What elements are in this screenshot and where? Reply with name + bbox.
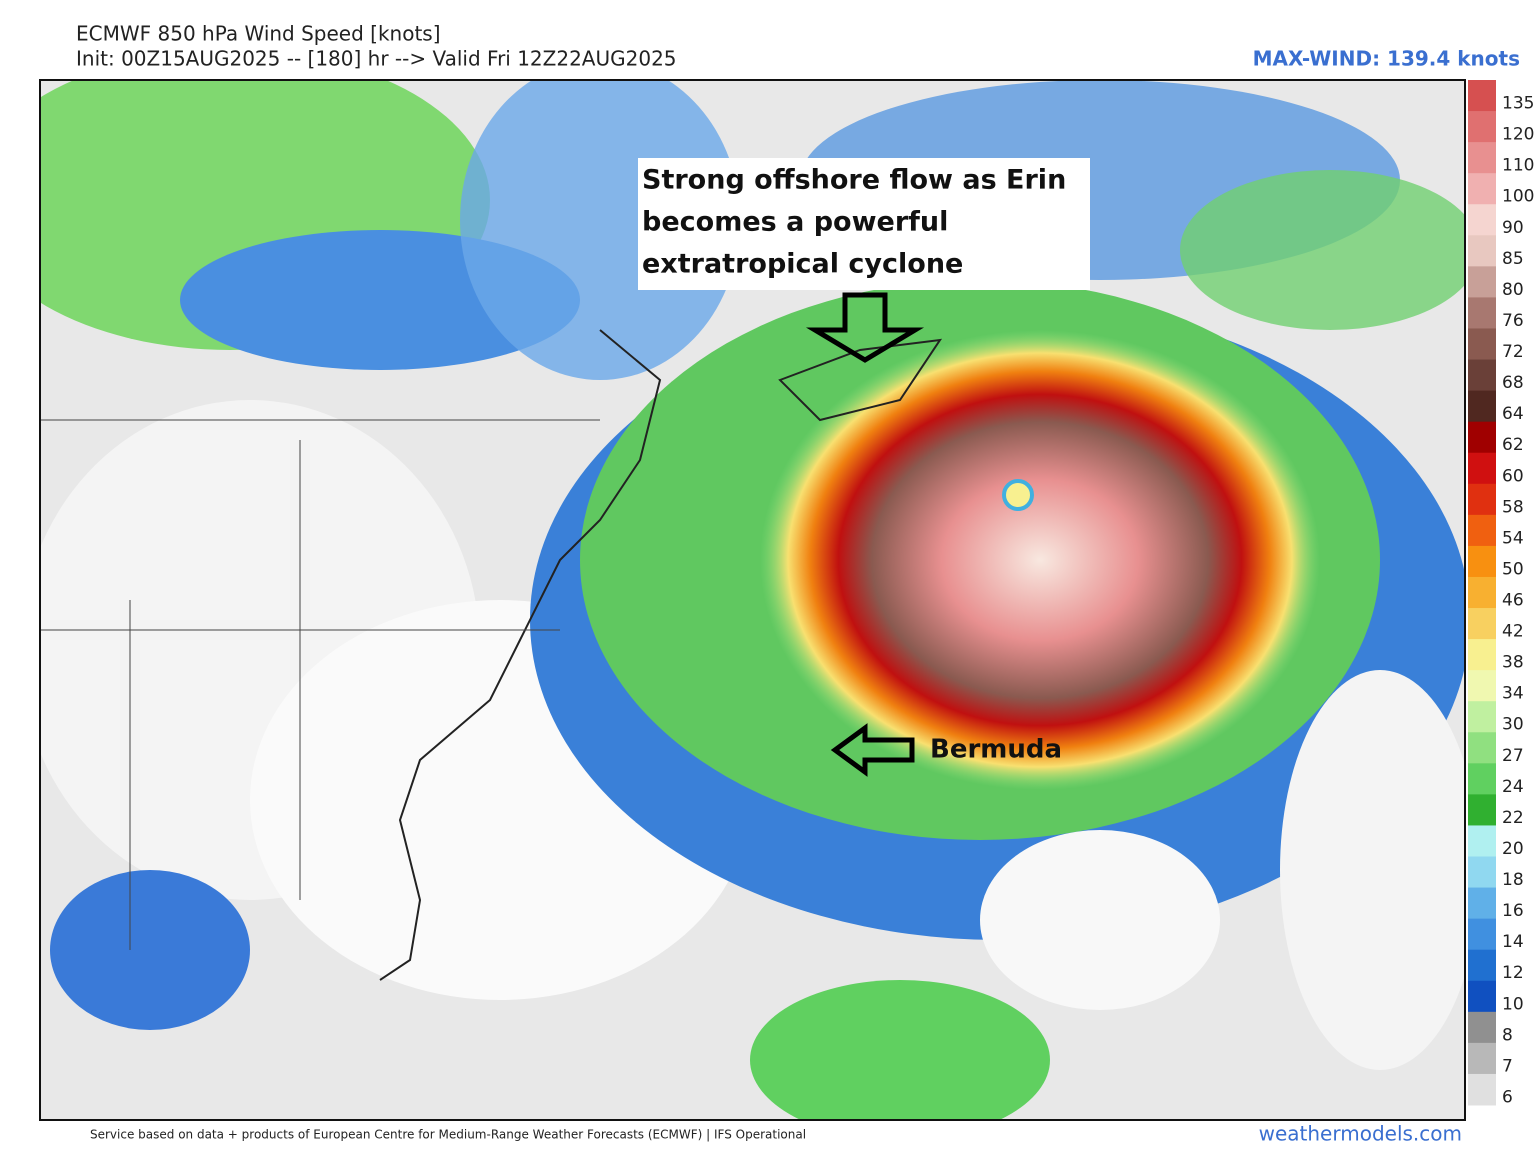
- colorbar-label: 58: [1502, 497, 1524, 517]
- colorbar-label: 46: [1502, 591, 1524, 611]
- colorbar-label: 6: [1502, 1087, 1513, 1107]
- max-wind: MAX-WIND: 139.4 knots: [1253, 47, 1520, 71]
- callout-line: extratropical cyclone: [642, 249, 963, 280]
- colorbar-label: 22: [1502, 808, 1524, 828]
- colorbar-label: 12: [1502, 963, 1524, 983]
- colorbar-swatch: [1468, 483, 1496, 516]
- colorbar-swatch: [1468, 545, 1496, 578]
- colorbar-label: 100: [1502, 187, 1534, 207]
- colorbar-label: 42: [1502, 622, 1524, 642]
- colorbar-swatch: [1468, 670, 1496, 702]
- site: weathermodels.com: [1259, 1122, 1462, 1146]
- colorbar-swatch: [1468, 763, 1496, 795]
- colorbar-label: 54: [1502, 528, 1524, 548]
- colorbar-label: 85: [1502, 249, 1524, 269]
- colorbar-label: 72: [1502, 342, 1524, 362]
- map-frame: [39, 79, 1466, 1121]
- colorbar-swatch: [1468, 887, 1496, 920]
- colorbar-swatch: [1468, 328, 1496, 361]
- colorbar-swatch: [1468, 266, 1496, 298]
- colorbar-label: 90: [1502, 218, 1524, 238]
- colorbar-swatch: [1468, 576, 1496, 609]
- colorbar-label: 62: [1502, 435, 1524, 455]
- colorbar-swatch: [1468, 390, 1496, 423]
- subtitle: Init: 00Z15AUG2025 -- [180] hr --> Valid…: [76, 47, 677, 71]
- colorbar-swatch: [1468, 297, 1496, 329]
- colorbar-label: 50: [1502, 559, 1524, 579]
- colorbar-label: 20: [1502, 839, 1524, 859]
- colorbar-swatch: [1468, 111, 1496, 143]
- callout-line: Strong offshore flow as Erin: [642, 165, 1066, 196]
- left-arrow: [830, 723, 915, 777]
- colorbar-swatch: [1468, 204, 1496, 236]
- colorbar-label: 7: [1502, 1056, 1513, 1076]
- down-arrow: [805, 292, 925, 363]
- colorbar-swatch: [1468, 918, 1496, 951]
- colorbar-swatch: [1468, 949, 1496, 982]
- colorbar-label: 38: [1502, 653, 1524, 673]
- colorbar-swatch: [1468, 235, 1496, 267]
- colorbar-label: 30: [1502, 715, 1524, 735]
- colorbar-swatch: [1468, 142, 1496, 174]
- colorbar-label: 24: [1502, 777, 1524, 797]
- colorbar: 1351201101009085807672686462605854504642…: [1468, 80, 1534, 1107]
- colorbar-label: 76: [1502, 311, 1524, 331]
- colorbar-label: 34: [1502, 684, 1524, 704]
- colorbar-label: 16: [1502, 901, 1524, 921]
- colorbar-swatch: [1468, 173, 1496, 205]
- colorbar-swatch: [1468, 1011, 1496, 1044]
- colorbar-swatch: [1468, 359, 1496, 392]
- colorbar-swatch: [1468, 421, 1496, 454]
- colorbar-swatch: [1468, 794, 1496, 826]
- colorbar-swatch: [1468, 856, 1496, 889]
- colorbar-label: 68: [1502, 373, 1524, 393]
- footer-credit: Service based on data + products of Euro…: [90, 1128, 806, 1142]
- colorbar-label: 27: [1502, 746, 1524, 766]
- colorbar-swatch: [1468, 825, 1496, 858]
- colorbar-label: 18: [1502, 870, 1524, 890]
- colorbar-swatch: [1468, 732, 1496, 764]
- colorbar-swatch: [1468, 80, 1496, 112]
- colorbar-swatch: [1468, 608, 1496, 640]
- colorbar-label: 64: [1502, 404, 1524, 424]
- colorbar-label: 110: [1502, 156, 1534, 176]
- colorbar-swatch: [1468, 514, 1496, 547]
- colorbar-label: 135: [1502, 94, 1534, 114]
- callout-box: [638, 158, 1090, 290]
- colorbar-swatch: [1468, 639, 1496, 671]
- colorbar-swatch: [1468, 980, 1496, 1013]
- colorbar-swatch: [1468, 1073, 1496, 1106]
- colorbar-label: 14: [1502, 932, 1524, 952]
- title: ECMWF 850 hPa Wind Speed [knots]: [76, 22, 441, 46]
- colorbar-swatch: [1468, 701, 1496, 733]
- callout: Strong offshore flow as Erin becomes a po…: [642, 165, 1066, 280]
- colorbar-swatch: [1468, 452, 1496, 485]
- colorbar-label: 10: [1502, 994, 1524, 1014]
- bermuda-label: Bermuda: [930, 735, 1062, 765]
- colorbar-swatch: [1468, 1042, 1496, 1075]
- colorbar-label: 80: [1502, 280, 1524, 300]
- map-field: [40, 80, 1465, 1120]
- colorbar-label: 60: [1502, 466, 1524, 486]
- colorbar-label: 120: [1502, 125, 1534, 145]
- callout-line: becomes a powerful: [642, 207, 948, 238]
- colorbar-label: 8: [1502, 1025, 1513, 1045]
